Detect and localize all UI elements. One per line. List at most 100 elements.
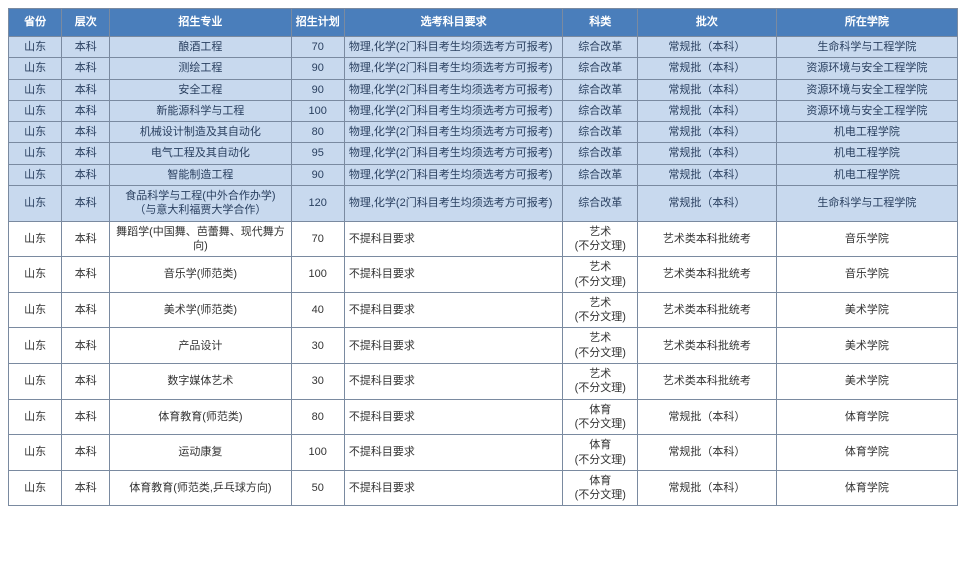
cell: 物理,化学(2门科目考生均须选考方可报考) [344,79,563,100]
table-row: 山东本科食品科学与工程(中外合作办学)（与意大利福贾大学合作）120物理,化学(… [9,186,958,222]
cell: 食品科学与工程(中外合作办学)（与意大利福贾大学合作） [110,186,291,222]
cell: 70 [291,221,344,257]
cell: 常规批（本科） [638,79,777,100]
table-row: 山东本科舞蹈学(中国舞、芭蕾舞、现代舞方向)70不提科目要求艺术(不分文理)艺术… [9,221,958,257]
cell: 美术学院 [776,292,957,328]
cell: 常规批（本科） [638,122,777,143]
cell: 美术学院 [776,328,957,364]
cell: 智能制造工程 [110,164,291,185]
cell: 山东 [9,221,62,257]
cell: 音乐学院 [776,257,957,293]
cell: 艺术(不分文理) [563,221,638,257]
cell: 产品设计 [110,328,291,364]
cell: 100 [291,257,344,293]
cell: 机械设计制造及其自动化 [110,122,291,143]
cell: 山东 [9,164,62,185]
cell: 体育学院 [776,399,957,435]
cell: 体育学院 [776,435,957,471]
table-row: 山东本科产品设计30不提科目要求艺术(不分文理)艺术类本科批统考美术学院 [9,328,958,364]
cell: 体育教育(师范类) [110,399,291,435]
cell: 音乐学(师范类) [110,257,291,293]
cell: 本科 [62,292,110,328]
cell: 30 [291,364,344,400]
cell: 综合改革 [563,143,638,164]
cell: 物理,化学(2门科目考生均须选考方可报考) [344,122,563,143]
cell: 不提科目要求 [344,435,563,471]
cell: 70 [291,37,344,58]
cell: 90 [291,58,344,79]
cell: 山东 [9,364,62,400]
cell: 山东 [9,470,62,506]
cell: 艺术类本科批统考 [638,292,777,328]
cell: 酿酒工程 [110,37,291,58]
admissions-table: 省份层次招生专业招生计划选考科目要求科类批次所在学院 山东本科酿酒工程70物理,… [8,8,958,506]
cell: 艺术类本科批统考 [638,257,777,293]
cell: 资源环境与安全工程学院 [776,79,957,100]
cell: 体育(不分文理) [563,435,638,471]
cell: 山东 [9,79,62,100]
cell: 山东 [9,328,62,364]
table-row: 山东本科数字媒体艺术30不提科目要求艺术(不分文理)艺术类本科批统考美术学院 [9,364,958,400]
cell: 机电工程学院 [776,164,957,185]
cell: 山东 [9,58,62,79]
table-row: 山东本科安全工程90物理,化学(2门科目考生均须选考方可报考)综合改革常规批（本… [9,79,958,100]
col-header: 选考科目要求 [344,9,563,37]
cell: 山东 [9,435,62,471]
cell: 安全工程 [110,79,291,100]
col-header: 批次 [638,9,777,37]
cell: 常规批（本科） [638,164,777,185]
col-header: 层次 [62,9,110,37]
cell: 常规批（本科） [638,100,777,121]
cell: 山东 [9,37,62,58]
cell: 艺术类本科批统考 [638,364,777,400]
cell: 30 [291,328,344,364]
cell: 综合改革 [563,122,638,143]
table-row: 山东本科运动康复100不提科目要求体育(不分文理)常规批（本科）体育学院 [9,435,958,471]
cell: 不提科目要求 [344,257,563,293]
cell: 生命科学与工程学院 [776,186,957,222]
cell: 物理,化学(2门科目考生均须选考方可报考) [344,164,563,185]
cell: 资源环境与安全工程学院 [776,100,957,121]
cell: 不提科目要求 [344,328,563,364]
cell: 综合改革 [563,100,638,121]
cell: 山东 [9,143,62,164]
cell: 本科 [62,164,110,185]
cell: 艺术(不分文理) [563,257,638,293]
cell: 艺术(不分文理) [563,364,638,400]
cell: 95 [291,143,344,164]
cell: 美术学院 [776,364,957,400]
cell: 体育教育(师范类,乒乓球方向) [110,470,291,506]
table-row: 山东本科测绘工程90物理,化学(2门科目考生均须选考方可报考)综合改革常规批（本… [9,58,958,79]
cell: 综合改革 [563,79,638,100]
cell: 本科 [62,399,110,435]
cell: 艺术(不分文理) [563,292,638,328]
table-row: 山东本科电气工程及其自动化95物理,化学(2门科目考生均须选考方可报考)综合改革… [9,143,958,164]
cell: 本科 [62,186,110,222]
table-row: 山东本科新能源科学与工程100物理,化学(2门科目考生均须选考方可报考)综合改革… [9,100,958,121]
col-header: 省份 [9,9,62,37]
cell: 新能源科学与工程 [110,100,291,121]
cell: 综合改革 [563,186,638,222]
cell: 80 [291,122,344,143]
col-header: 招生计划 [291,9,344,37]
col-header: 招生专业 [110,9,291,37]
cell: 本科 [62,364,110,400]
cell: 不提科目要求 [344,470,563,506]
table-row: 山东本科机械设计制造及其自动化80物理,化学(2门科目考生均须选考方可报考)综合… [9,122,958,143]
cell: 机电工程学院 [776,143,957,164]
cell: 90 [291,164,344,185]
cell: 本科 [62,435,110,471]
cell: 100 [291,100,344,121]
cell: 山东 [9,100,62,121]
cell: 不提科目要求 [344,364,563,400]
cell: 体育(不分文理) [563,399,638,435]
header-row: 省份层次招生专业招生计划选考科目要求科类批次所在学院 [9,9,958,37]
cell: 体育学院 [776,470,957,506]
cell: 常规批（本科） [638,186,777,222]
cell: 常规批（本科） [638,435,777,471]
cell: 常规批（本科） [638,58,777,79]
cell: 物理,化学(2门科目考生均须选考方可报考) [344,58,563,79]
cell: 本科 [62,58,110,79]
cell: 山东 [9,292,62,328]
cell: 本科 [62,221,110,257]
